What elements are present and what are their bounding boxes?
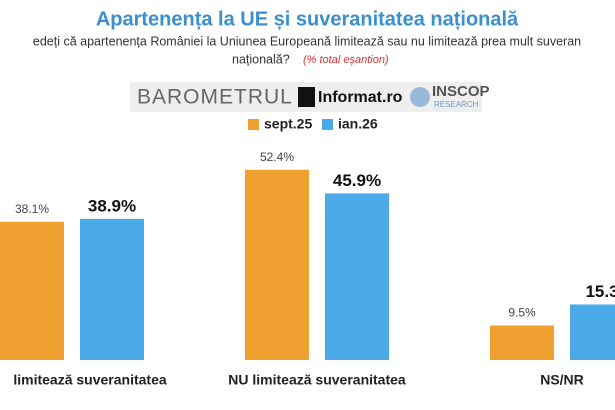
value-label: 52.4% [260,150,294,164]
value-label: 38.9% [88,196,136,215]
legend-label: ian.26 [338,116,378,132]
bar [570,304,615,360]
logo-circle [410,87,430,107]
legend-label: sept.25 [264,116,312,132]
legend-swatch [248,119,259,130]
subtitle: edeți că apartenența României la Uniunea… [33,34,581,48]
legend-swatch [322,119,333,130]
logo-informat: Informat.ro [318,89,403,106]
logo-inscop: INSCOP [432,83,490,100]
x-tick-label: NU limitează suveranitatea [228,372,406,388]
bar [490,325,554,360]
x-tick-label: NS/NR [540,372,584,388]
x-tick-label: limitează suveranitatea [13,372,167,388]
value-label: 45.9% [333,171,381,190]
bar [0,221,64,360]
chart-title: Apartenența la UE și suveranitatea națio… [96,8,519,30]
bar [325,193,389,360]
value-label: 38.1% [15,202,49,216]
subtitle: națională? [232,52,290,66]
logo-barometer: BAROMETRUL [137,86,293,109]
logo-icon [298,87,315,107]
value-label: 15.3 [585,282,615,301]
subtitle-note: (% total eșantion) [303,54,389,66]
bar [80,218,144,360]
bar [245,169,309,360]
value-label: 9.5% [508,306,536,320]
logo-research: RESEARCH [434,100,479,109]
